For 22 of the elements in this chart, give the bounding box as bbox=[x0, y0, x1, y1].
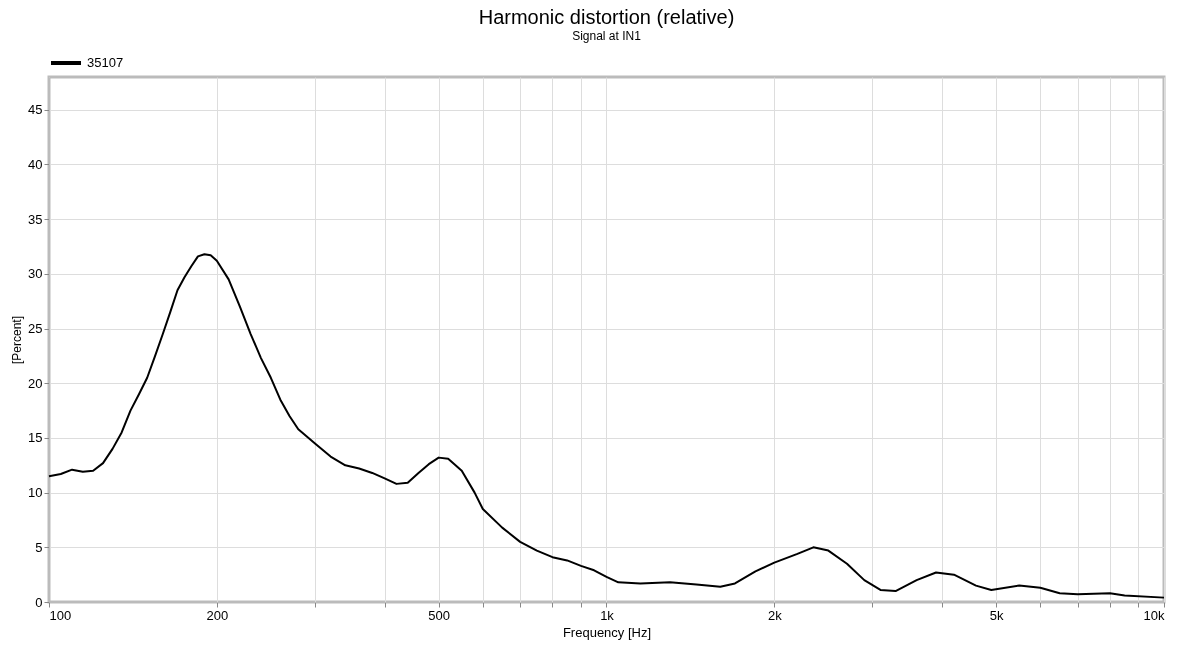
y-tick-label: 10 bbox=[28, 485, 43, 501]
y-tick-label: 20 bbox=[28, 375, 43, 391]
x-tick-label: 500 bbox=[428, 607, 451, 623]
y-tick-label: 40 bbox=[28, 157, 43, 172]
y-tick-label: 30 bbox=[28, 266, 43, 282]
chart-title: Harmonic distortion (relative) bbox=[478, 6, 735, 28]
x-tick-label: 5k bbox=[989, 607, 1005, 623]
y-axis-title: [Percent] bbox=[10, 315, 25, 365]
y-tick-label: 45 bbox=[28, 102, 43, 118]
legend-label: 35107 bbox=[87, 55, 124, 70]
chart-subtitle: Signal at IN1 bbox=[572, 29, 642, 43]
y-tick-label: 0 bbox=[35, 594, 43, 610]
y-tick-label: 15 bbox=[28, 430, 43, 446]
y-tick-label: 5 bbox=[35, 539, 43, 555]
x-tick-label: 200 bbox=[206, 607, 229, 623]
x-axis-title: Frequency [Hz] bbox=[562, 624, 652, 640]
y-tick-label: 25 bbox=[28, 321, 43, 337]
y-tick-label: 35 bbox=[28, 211, 43, 227]
x-tick-label: 2k bbox=[767, 607, 783, 623]
x-tick-label: 1k bbox=[600, 607, 615, 623]
x-tick-label: 100 bbox=[49, 607, 72, 623]
x-tick-label: 10k bbox=[1143, 607, 1165, 623]
